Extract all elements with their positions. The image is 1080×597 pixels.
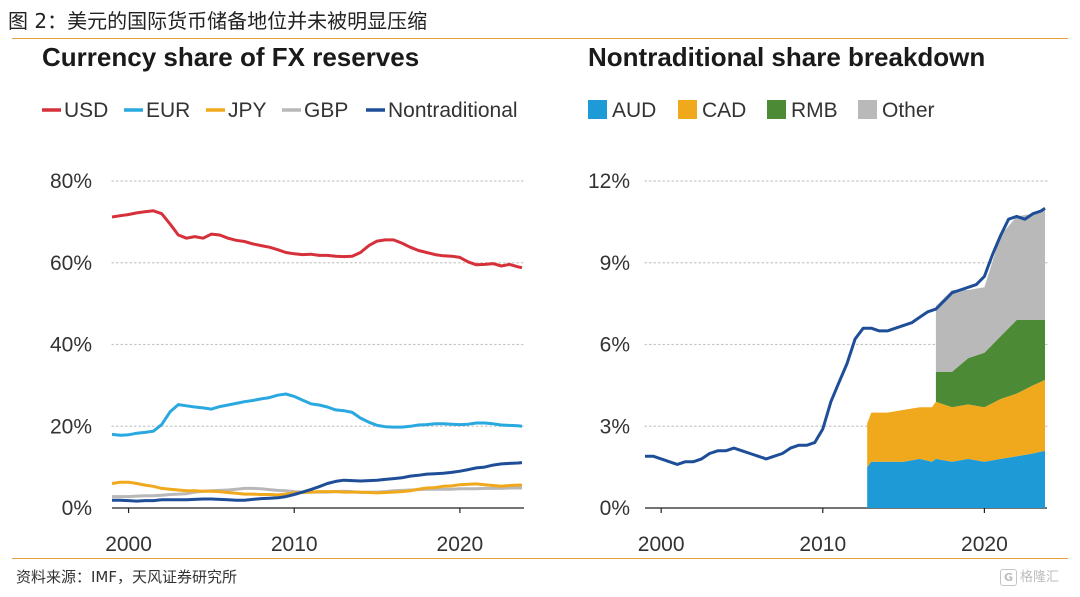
legend-label-other: Other [882, 99, 935, 122]
bottom-divider [12, 558, 1068, 559]
left-grid [111, 180, 525, 513]
legend-label-usd: USD [64, 99, 108, 122]
legend-label-cad: CAD [702, 99, 746, 122]
right-stacked-areas [867, 208, 1045, 508]
right-line [645, 207, 1046, 466]
right-y-tick-label: 12% [588, 170, 630, 193]
axis-tick-labels: 0% 20% 40% 60% 80% 2000 2010 2020 0% 3% 6% 9% 12% 200… [50, 170, 1008, 556]
area-cad [867, 379, 1045, 468]
left-x-tick-label: 2000 [105, 533, 152, 556]
left-y-tick-label: 20% [50, 415, 92, 438]
right-x-tick-label: 2020 [961, 533, 1008, 556]
left-y-tick-label: 0% [62, 497, 92, 520]
right-x-tick-label: 2010 [799, 533, 846, 556]
line-series-nontraditional-total [645, 207, 1046, 466]
right-legend: AUD CAD RMB Other [588, 99, 935, 122]
legend-label-gbp: GBP [304, 99, 348, 122]
legend-label-jpy: JPY [228, 99, 267, 122]
legend-swatch-cad [678, 100, 697, 119]
line-series-usd [111, 209, 523, 270]
watermark-text: 格隆汇 [1020, 570, 1060, 585]
legend-label-rmb: RMB [791, 99, 838, 122]
legend-label-eur: EUR [146, 99, 190, 122]
right-y-tick-label: 0% [600, 497, 630, 520]
source-note: 资料来源：IMF，天风证券研究所 [16, 568, 237, 586]
legend-label-nontraditional: Nontraditional [388, 99, 518, 122]
left-y-tick-label: 80% [50, 170, 92, 193]
legend-label-aud: AUD [612, 99, 656, 122]
right-y-tick-label: 9% [600, 252, 630, 275]
left-x-tick-label: 2010 [271, 533, 318, 556]
right-y-tick-label: 6% [600, 334, 630, 357]
left-lines [111, 209, 523, 503]
legend-swatch-rmb [767, 100, 786, 119]
legend-swatch-other [858, 100, 877, 119]
figure-title: 图 2：美元的国际货币储备地位并未被明显压缩 [8, 9, 428, 33]
right-y-tick-label: 3% [600, 415, 630, 438]
left-legend: USD EUR JPY GBP Nontraditional [42, 99, 518, 122]
left-chart-title: Currency share of FX reserves [42, 42, 419, 72]
right-chart-title: Nontraditional share breakdown [588, 42, 985, 72]
line-series-nontraditional [112, 461, 523, 503]
line-series-jpy [111, 480, 522, 497]
area-rmb [935, 320, 1045, 408]
watermark-logo-icon: G [1000, 569, 1018, 586]
top-divider [12, 38, 1068, 39]
area-aud [867, 450, 1045, 508]
left-y-tick-label: 60% [50, 252, 92, 275]
area-other [935, 208, 1045, 372]
watermark: G 格隆汇 [1000, 566, 1059, 586]
right-x-tick-label: 2000 [638, 533, 685, 556]
left-y-tick-label: 40% [50, 334, 92, 357]
line-series-eur [111, 392, 523, 437]
left-x-tick-label: 2020 [437, 533, 484, 556]
legend-swatch-aud [588, 100, 607, 119]
